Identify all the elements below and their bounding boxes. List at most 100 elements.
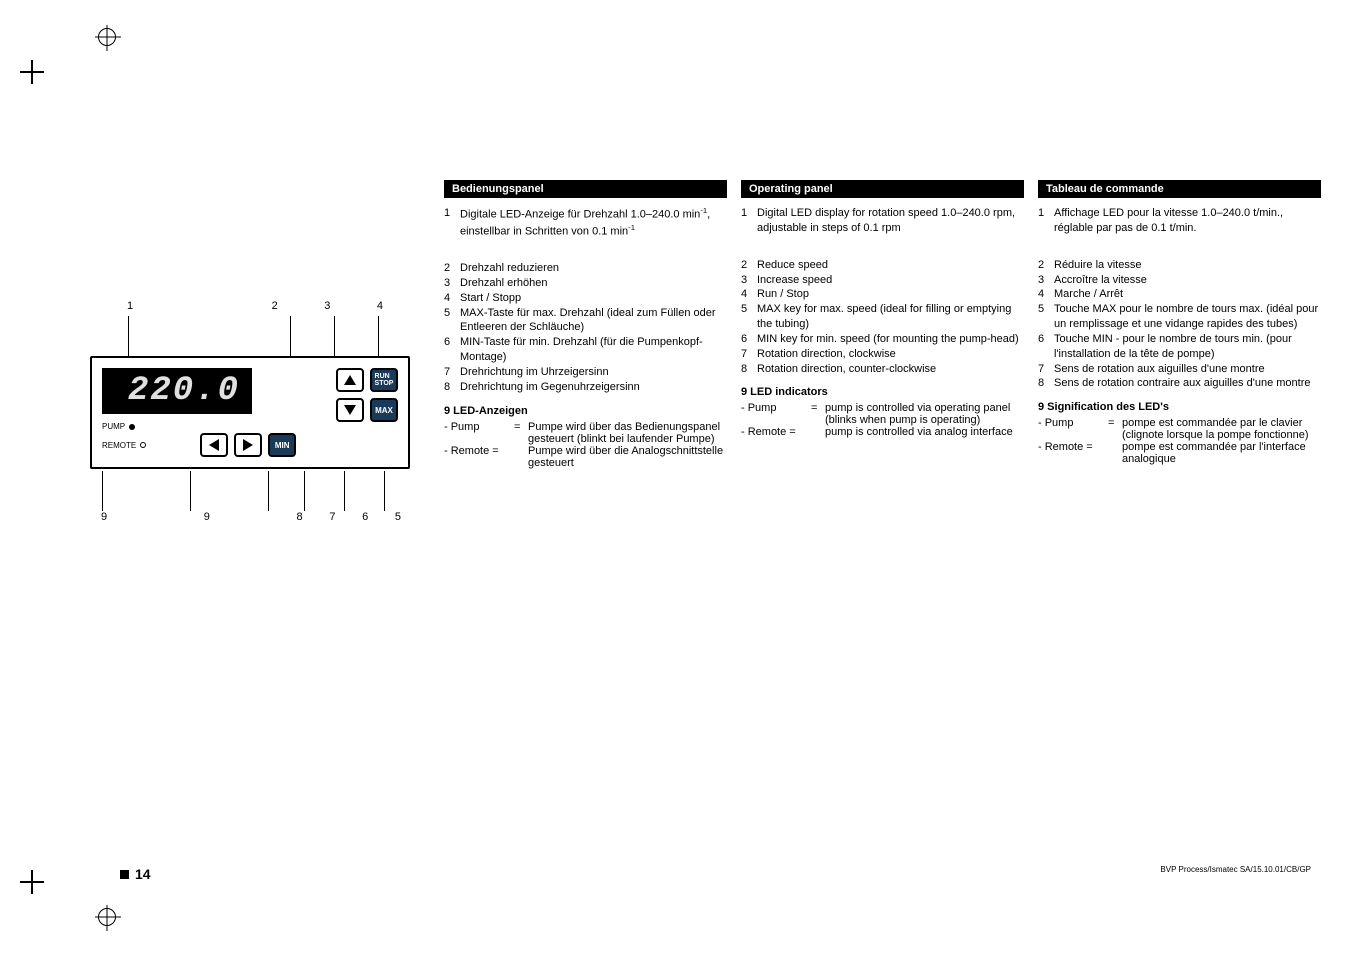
kv-eq: = bbox=[811, 402, 825, 426]
kv-pump-french: - Pump = pompe est commandée par le clav… bbox=[1038, 417, 1321, 441]
list-german-2: 2Drehzahl reduzieren 3Drehzahl erhöhen 4… bbox=[444, 261, 727, 395]
list-num: 1 bbox=[1038, 206, 1050, 236]
speed-up-button[interactable] bbox=[336, 368, 364, 392]
list-text: Drehzahl erhöhen bbox=[460, 276, 727, 291]
crop-mark-top-left bbox=[20, 60, 44, 84]
panel-left: 220.0 PUMP REMOTE MIN bbox=[102, 368, 296, 457]
list-text: Drehrichtung im Uhrzeigersinn bbox=[460, 365, 727, 380]
rotate-cw-button[interactable] bbox=[234, 433, 262, 457]
list-num: 1 bbox=[444, 206, 456, 239]
item1-part-a: Digitale LED-Anzeige für Drehzahl 1.0–24… bbox=[460, 209, 700, 221]
kv-key: - Pump bbox=[1038, 417, 1108, 441]
footer-right: BVP Process/Ismatec SA/15.10.01/CB/GP bbox=[1160, 865, 1311, 874]
callout-8: 8 bbox=[294, 511, 306, 523]
min-button[interactable]: MIN bbox=[268, 433, 296, 457]
list-french-1: 1Affichage LED pour la vitesse 1.0–240.0… bbox=[1038, 206, 1321, 236]
kv-remote-french: - Remote = pompe est commandée par l'int… bbox=[1038, 441, 1321, 465]
kv-val: pompe est commandée par le clavier (clig… bbox=[1122, 417, 1321, 441]
callout-5: 5 bbox=[392, 511, 404, 523]
kv-key: - Remote = bbox=[1038, 441, 1122, 465]
kv-eq: = bbox=[1108, 417, 1122, 441]
speed-down-button[interactable] bbox=[336, 398, 364, 422]
status-pump: PUMP bbox=[102, 422, 135, 431]
page-number: 14 bbox=[120, 866, 151, 882]
list-text: MAX key for max. speed (ideal for fillin… bbox=[757, 302, 1024, 332]
list-text: Sens de rotation contraire aux aiguilles… bbox=[1054, 376, 1321, 391]
list-num: 5 bbox=[1038, 302, 1050, 332]
column-german: Bedienungspanel 1 Digitale LED-Anzeige fü… bbox=[444, 180, 727, 523]
kv-remote-german: - Remote = Pumpe wird über die Analogsch… bbox=[444, 445, 727, 469]
list-num: 2 bbox=[444, 261, 456, 276]
list-num: 4 bbox=[444, 291, 456, 306]
direction-buttons: MIN bbox=[200, 433, 296, 457]
list-english-2: 2Reduce speed 3Increase speed 4Run / Sto… bbox=[741, 258, 1024, 377]
list-text: Touche MIN - pour le nombre de tours min… bbox=[1054, 332, 1321, 362]
list-num: 5 bbox=[444, 306, 456, 336]
triangle-left-icon bbox=[209, 439, 219, 451]
diagram-top-callouts: 1 2 3 4 bbox=[90, 300, 410, 312]
kv-key: - Pump bbox=[741, 402, 811, 426]
status-remote-row: REMOTE MIN bbox=[102, 433, 296, 457]
list-text: Drehrichtung im Gegenuhrzeigersinn bbox=[460, 380, 727, 395]
list-text: Drehzahl reduzieren bbox=[460, 261, 727, 276]
kv-val: pump is controlled via operating panel (… bbox=[825, 402, 1024, 426]
header-english: Operating panel bbox=[741, 180, 1024, 198]
list-num: 6 bbox=[444, 335, 456, 365]
callout-1: 1 bbox=[124, 300, 136, 312]
max-button[interactable]: MAX bbox=[370, 398, 398, 422]
status-remote-label: REMOTE bbox=[102, 441, 136, 450]
led-dot-icon bbox=[140, 442, 146, 448]
list-num: 2 bbox=[741, 258, 753, 273]
triangle-down-icon bbox=[344, 405, 356, 415]
list-french-2: 2Réduire la vitesse 3Accroître la vitess… bbox=[1038, 258, 1321, 392]
diagram-bottom-leaders bbox=[90, 471, 410, 511]
list-num: 5 bbox=[741, 302, 753, 332]
text-columns: Bedienungspanel 1 Digitale LED-Anzeige fü… bbox=[444, 180, 1321, 523]
list-num: 7 bbox=[444, 365, 456, 380]
list-text: Rotation direction, counter-clockwise bbox=[757, 362, 1024, 377]
item1-sup2: -1 bbox=[628, 223, 635, 232]
callout-4: 4 bbox=[374, 300, 386, 312]
diagram-column: 1 2 3 4 220.0 PUMP bbox=[70, 180, 434, 523]
runstop-max-buttons: RUN STOP MAX bbox=[370, 368, 398, 422]
list-num: 3 bbox=[741, 273, 753, 288]
callout-9b: 9 bbox=[201, 511, 213, 523]
list-text: Marche / Arrêt bbox=[1054, 287, 1321, 302]
lcd-display: 220.0 bbox=[102, 368, 252, 414]
list-num: 7 bbox=[741, 347, 753, 362]
list-text: Digitale LED-Anzeige für Drehzahl 1.0–24… bbox=[460, 206, 727, 239]
list-text: Sens de rotation aux aiguilles d'une mon… bbox=[1054, 362, 1321, 377]
kv-val: pump is controlled via analog interface bbox=[825, 426, 1024, 438]
callout-7: 7 bbox=[326, 511, 338, 523]
list-num: 6 bbox=[1038, 332, 1050, 362]
status-leds: PUMP bbox=[102, 422, 296, 431]
kv-key: - Remote = bbox=[444, 445, 528, 469]
list-num: 4 bbox=[1038, 287, 1050, 302]
control-panel-illustration: 220.0 PUMP REMOTE MIN bbox=[90, 356, 410, 469]
up-down-buttons bbox=[336, 368, 364, 422]
list-text: Increase speed bbox=[757, 273, 1024, 288]
list-num: 7 bbox=[1038, 362, 1050, 377]
header-german: Bedienungspanel bbox=[444, 180, 727, 198]
kv-val: Pumpe wird über das Bedienungspanel gest… bbox=[528, 421, 727, 445]
triangle-right-icon bbox=[243, 439, 253, 451]
list-text: Digital LED display for rotation speed 1… bbox=[757, 206, 1024, 236]
kv-remote-english: - Remote = pump is controlled via analog… bbox=[741, 426, 1024, 438]
list-text: Touche MAX pour le nombre de tours max. … bbox=[1054, 302, 1321, 332]
list-num: 4 bbox=[741, 287, 753, 302]
callout-3: 3 bbox=[321, 300, 333, 312]
diagram-bottom-callouts: 9 9 8 7 6 5 bbox=[90, 511, 410, 523]
column-english: Operating panel 1Digital LED display for… bbox=[741, 180, 1024, 523]
registration-mark-top bbox=[98, 28, 116, 46]
list-text: MIN key for min. speed (for mounting the… bbox=[757, 332, 1024, 347]
list-text: MIN-Taste für min. Drehzahl (für die Pum… bbox=[460, 335, 727, 365]
registration-mark-bottom bbox=[98, 908, 116, 926]
rotate-ccw-button[interactable] bbox=[200, 433, 228, 457]
run-stop-button[interactable]: RUN STOP bbox=[370, 368, 398, 392]
kv-pump-english: - Pump = pump is controlled via operatin… bbox=[741, 402, 1024, 426]
kv-pump-german: - Pump = Pumpe wird über das Bedienungsp… bbox=[444, 421, 727, 445]
page-number-square-icon bbox=[120, 870, 129, 879]
list-english-1: 1Digital LED display for rotation speed … bbox=[741, 206, 1024, 236]
page-number-text: 14 bbox=[135, 866, 151, 882]
list-num: 3 bbox=[1038, 273, 1050, 288]
